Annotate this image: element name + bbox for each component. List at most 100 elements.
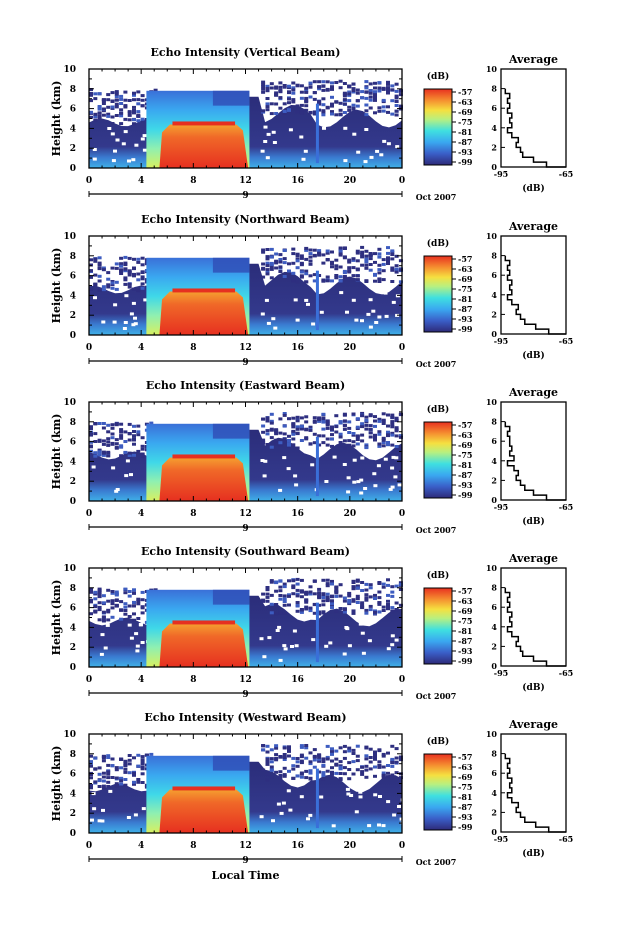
echo-cell bbox=[106, 430, 111, 434]
gap-cell bbox=[294, 483, 299, 487]
echo-cell bbox=[312, 748, 317, 752]
y-axis-label: Height (km) bbox=[50, 746, 63, 822]
echo-cell bbox=[398, 259, 403, 263]
echo-cell bbox=[312, 420, 317, 424]
gap-cell bbox=[395, 145, 400, 149]
echo-cell bbox=[321, 416, 326, 420]
echo-cell bbox=[312, 273, 317, 277]
echo-cell bbox=[394, 264, 399, 268]
echo-cell bbox=[136, 90, 141, 94]
echo-cell bbox=[368, 268, 373, 272]
gap-cell bbox=[311, 638, 316, 642]
echo-cell bbox=[325, 595, 330, 599]
echo-cell bbox=[304, 415, 309, 419]
colorbar-tick-label: -87 bbox=[458, 137, 472, 147]
echo-cell bbox=[321, 771, 326, 775]
echo-cell bbox=[364, 103, 369, 107]
echo-cell bbox=[304, 86, 309, 90]
echo-cell bbox=[278, 774, 283, 777]
echo-cell bbox=[377, 263, 382, 267]
echo-cell bbox=[398, 581, 403, 585]
echo-cell bbox=[106, 271, 111, 275]
y-axis-label: Height (km) bbox=[50, 580, 63, 656]
echo-cell bbox=[89, 444, 93, 448]
echo-cell bbox=[317, 249, 322, 253]
echo-cell bbox=[274, 442, 279, 446]
echo-cell bbox=[338, 760, 343, 764]
echo-cell bbox=[278, 442, 283, 446]
daytime-cap bbox=[212, 90, 250, 106]
echo-cell bbox=[377, 86, 382, 90]
gap-cell bbox=[304, 298, 309, 302]
x-tick-label: 20 bbox=[344, 176, 357, 186]
echo-cell bbox=[261, 90, 266, 94]
echo-cell bbox=[351, 87, 356, 91]
x-tick-label: 12 bbox=[239, 675, 252, 685]
echo-cell bbox=[330, 772, 334, 776]
echo-cell bbox=[269, 276, 274, 280]
echo-cell bbox=[93, 112, 98, 116]
date-label: Oct 2007 bbox=[416, 691, 457, 701]
echo-cell bbox=[381, 605, 386, 609]
echo-cell bbox=[274, 756, 279, 760]
gap-cell bbox=[352, 480, 357, 484]
echo-cell bbox=[93, 92, 98, 96]
echo-cell bbox=[299, 772, 304, 776]
echo-cell bbox=[89, 764, 93, 768]
y-tick-label: 10 bbox=[63, 564, 76, 574]
echo-cell bbox=[360, 411, 365, 415]
echo-cell bbox=[265, 272, 270, 276]
gap-cell bbox=[345, 310, 349, 314]
echo-cell bbox=[386, 441, 390, 444]
echo-cell bbox=[317, 434, 322, 438]
avg-y-tick-label: 4 bbox=[491, 622, 497, 632]
echo-cell bbox=[386, 771, 390, 775]
echo-cell bbox=[97, 590, 102, 594]
echo-cell bbox=[304, 756, 309, 760]
echo-cell bbox=[299, 427, 304, 431]
gap-cell bbox=[308, 813, 313, 817]
daytime-cap bbox=[212, 589, 250, 605]
gap-cell bbox=[331, 824, 336, 828]
echo-cell bbox=[334, 100, 339, 104]
echo-cell bbox=[325, 275, 330, 279]
x-tick-label: 12 bbox=[239, 841, 252, 851]
gap-cell bbox=[293, 298, 298, 302]
echo-cell bbox=[373, 757, 377, 761]
echo-cell bbox=[330, 81, 334, 85]
echo-cell bbox=[278, 589, 283, 593]
y-tick-label: 8 bbox=[70, 418, 76, 428]
echo-cell bbox=[140, 772, 145, 776]
echo-cell bbox=[360, 252, 365, 256]
echo-cell bbox=[265, 588, 270, 592]
echo-cell bbox=[123, 587, 128, 591]
gap-cell bbox=[143, 298, 148, 302]
echo-cell bbox=[127, 594, 132, 598]
echo-cell bbox=[355, 104, 360, 108]
echo-cell bbox=[140, 590, 145, 594]
echo-cell bbox=[291, 584, 296, 588]
gap-cell bbox=[391, 300, 396, 304]
echo-cell bbox=[265, 595, 270, 599]
echo-cell bbox=[127, 282, 132, 286]
echo-cell bbox=[282, 413, 287, 417]
echo-cell bbox=[308, 585, 313, 589]
echo-cell bbox=[274, 581, 279, 585]
echo-cell bbox=[101, 618, 106, 622]
echo-cell bbox=[368, 252, 373, 255]
echo-cell bbox=[364, 596, 369, 600]
avg-y-tick-label: 2 bbox=[491, 309, 497, 319]
colorbar bbox=[423, 255, 453, 333]
echo-cell bbox=[394, 94, 399, 98]
echo-cell bbox=[295, 603, 300, 607]
echo-cell bbox=[101, 266, 106, 270]
colorbar-tick-label: -81 bbox=[458, 460, 472, 470]
echo-cell bbox=[97, 256, 102, 260]
echo-cell bbox=[269, 419, 274, 423]
echo-cell bbox=[355, 259, 360, 263]
echo-cell bbox=[355, 251, 360, 255]
echo-cell bbox=[110, 100, 115, 103]
echo-cell bbox=[295, 425, 300, 429]
echo-cell bbox=[110, 91, 115, 95]
echo-cell bbox=[136, 597, 141, 601]
